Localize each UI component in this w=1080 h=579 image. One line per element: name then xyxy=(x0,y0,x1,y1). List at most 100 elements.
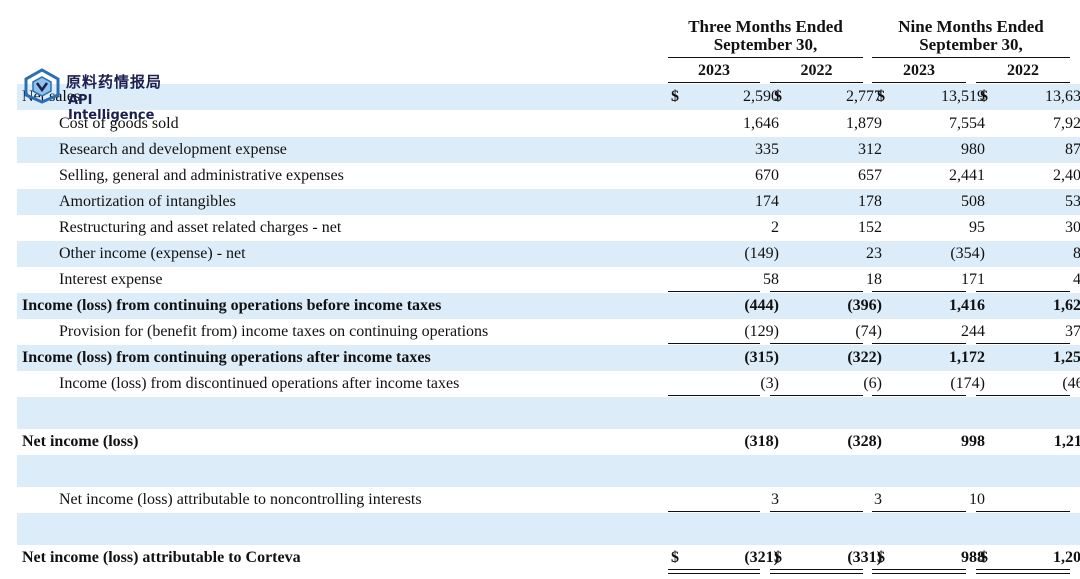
row-value: (321) xyxy=(744,549,779,566)
row-value: 1,202 xyxy=(1053,549,1080,566)
watermark-en: API Intelligence xyxy=(68,93,155,123)
header-divider xyxy=(872,57,1070,58)
year-header: 2022 xyxy=(800,62,833,79)
row-label: Income (loss) from discontinued operatio… xyxy=(59,375,460,392)
currency-symbol: $ xyxy=(774,549,782,566)
row-value: (46) xyxy=(1062,375,1080,392)
row-value: 2,590 xyxy=(743,88,779,105)
row-value: 13,630 xyxy=(1045,88,1080,105)
row-label: Net income (loss) attributable to Cortev… xyxy=(22,549,301,566)
row-value: 2,777 xyxy=(846,88,882,105)
row-value: 2 xyxy=(771,219,779,236)
table-row: Other income (expense) - net (149) 23 (354)… xyxy=(17,241,1080,267)
row-value: 152 xyxy=(858,219,882,236)
row-value: 312 xyxy=(858,141,882,158)
row-value: 174 xyxy=(755,193,779,210)
subtotal-underline xyxy=(976,343,1070,344)
row-value: 2,409 xyxy=(1053,167,1080,184)
year-divider xyxy=(770,82,863,83)
three-months-header-line1: Three Months Ended xyxy=(688,17,843,36)
row-value: 1,172 xyxy=(949,349,985,366)
row-value: 998 xyxy=(961,433,985,450)
row-label: Income (loss) from continuing operations… xyxy=(22,349,431,366)
row-value: 508 xyxy=(961,193,985,210)
row-value: 2,441 xyxy=(949,167,985,184)
row-label: Amortization of intangibles xyxy=(59,193,236,210)
table-row: Income (loss) from continuing operations… xyxy=(17,345,1080,371)
subtotal-underline xyxy=(872,291,966,292)
row-value: (328) xyxy=(847,433,882,450)
row-value: 1,646 xyxy=(743,115,779,132)
row-label: Other income (expense) - net xyxy=(59,245,246,262)
row-value: 300 xyxy=(1065,219,1080,236)
header-divider xyxy=(668,57,863,58)
currency-symbol: $ xyxy=(671,88,679,105)
row-value: 13,519 xyxy=(941,88,985,105)
row-value: (174) xyxy=(950,375,985,392)
table-row: Cost of goods sold 1,646 1,879 7,554 7,926 xyxy=(17,111,1080,137)
row-value: 1,416 xyxy=(949,297,985,314)
row-label: Interest expense xyxy=(59,271,163,288)
currency-symbol: $ xyxy=(774,88,782,105)
table-row: Amortization of intangibles 174 178 508 536 xyxy=(17,189,1080,215)
row-label: Restructuring and asset related charges … xyxy=(59,219,342,236)
subtotal-underline xyxy=(770,291,863,292)
hexagon-logo-icon xyxy=(24,68,60,104)
row-value: 178 xyxy=(858,193,882,210)
row-value: 18 xyxy=(866,271,882,288)
row-value: 372 xyxy=(1065,323,1080,340)
row-value: 10 xyxy=(969,491,985,508)
row-label: Cost of goods sold xyxy=(59,115,179,132)
subtotal-underline xyxy=(976,291,1070,292)
row-value: 43 xyxy=(1073,271,1080,288)
row-value: (318) xyxy=(744,433,779,450)
row-value: (129) xyxy=(744,323,779,340)
row-value: 980 xyxy=(961,141,985,158)
row-value: (322) xyxy=(847,349,882,366)
nine-months-header: Nine Months Ended September 30, xyxy=(872,18,1070,54)
subtotal-underline xyxy=(668,343,760,344)
double-underline xyxy=(872,569,966,574)
subtotal-underline xyxy=(770,511,863,512)
row-value: (3) xyxy=(760,375,779,392)
row-value: 171 xyxy=(961,271,985,288)
row-value: (315) xyxy=(744,349,779,366)
row-label: Income (loss) from continuing operations… xyxy=(22,297,442,314)
table-row: Net income (loss) (318) (328) 998 1,211 xyxy=(17,429,1080,455)
three-months-header: Three Months Ended September 30, xyxy=(668,18,863,54)
subtotal-underline xyxy=(668,511,760,512)
row-label: Selling, general and administrative expe… xyxy=(59,167,344,184)
row-value: 58 xyxy=(763,271,779,288)
row-value: (354) xyxy=(950,245,985,262)
subtotal-underline xyxy=(770,395,863,396)
year-divider xyxy=(872,82,966,83)
nine-months-header-line1: Nine Months Ended xyxy=(898,17,1044,36)
table-row xyxy=(17,455,1080,487)
nine-months-header-line2: September 30, xyxy=(919,35,1023,54)
row-value: 670 xyxy=(755,167,779,184)
row-value: (444) xyxy=(744,297,779,314)
row-value: 244 xyxy=(961,323,985,340)
row-value: 1,629 xyxy=(1053,297,1080,314)
row-value: 536 xyxy=(1065,193,1080,210)
table-row: Restructuring and asset related charges … xyxy=(17,215,1080,241)
row-value: 988 xyxy=(961,549,985,566)
year-header: 2023 xyxy=(903,62,935,79)
year-header: 2023 xyxy=(698,62,730,79)
table-row: Interest expense 58 18 171 43 xyxy=(17,267,1080,293)
double-underline xyxy=(770,569,863,574)
currency-symbol: $ xyxy=(671,549,679,566)
row-value: 7,926 xyxy=(1053,115,1080,132)
subtotal-underline xyxy=(872,343,966,344)
row-value: 657 xyxy=(858,167,882,184)
row-value: (396) xyxy=(847,297,882,314)
table-row xyxy=(17,513,1080,545)
subtotal-underline xyxy=(668,395,760,396)
row-value: 89 xyxy=(1073,245,1080,262)
year-header: 2022 xyxy=(1007,62,1039,79)
three-months-header-line2: September 30, xyxy=(713,35,818,54)
row-value: 876 xyxy=(1065,141,1080,158)
subtotal-underline xyxy=(872,395,966,396)
subtotal-underline xyxy=(770,343,863,344)
